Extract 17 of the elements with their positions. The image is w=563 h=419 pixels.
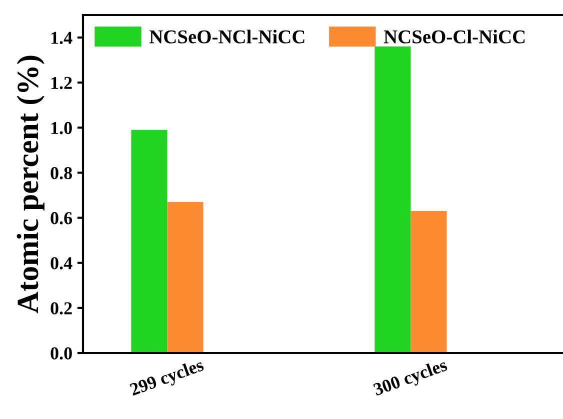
x-tick-label: 299 cycles [129,358,206,400]
legend-label: NCSeO-NCl-NiCC [149,30,304,44]
bar [410,211,447,353]
bar [167,202,204,353]
y-tick-label: 0.6 [50,212,72,224]
bar [131,130,168,353]
y-tick-label: 1.2 [51,76,72,90]
x-tick-label: 300 cycles [372,358,450,400]
y-tick-label: 1.4 [51,32,72,44]
y-axis-title: Atomic percent (%) [16,56,44,314]
bar [374,46,411,353]
y-tick-label: 0.8 [50,166,72,180]
y-tick-label: 0.0 [50,347,72,360]
legend-label: NCSeO-Cl-NiCC [384,30,525,44]
y-tick-label: 1.0 [51,122,72,134]
y-tick-label: 0.2 [50,302,72,314]
y-tick-label: 0.4 [50,257,72,270]
